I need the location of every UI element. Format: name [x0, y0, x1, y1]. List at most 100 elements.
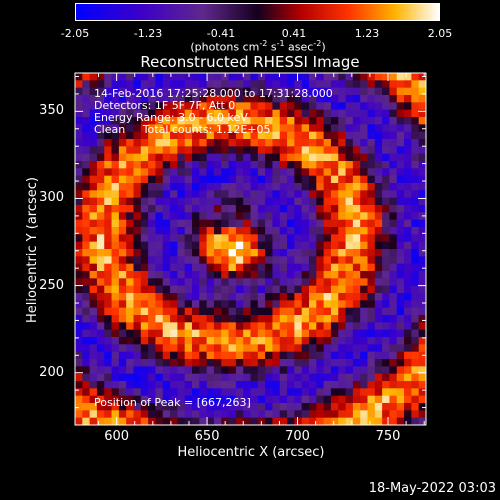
heatmap-cell: [323, 351, 332, 360]
heatmap-cell: [155, 256, 164, 265]
heatmap-cell: [213, 168, 222, 177]
heatmap-cell: [111, 351, 120, 360]
heatmap-cell: [418, 285, 427, 294]
heatmap-cell: [155, 351, 164, 360]
heatmap-cell: [96, 344, 105, 353]
heatmap-cell: [199, 109, 208, 118]
heatmap-cell: [316, 190, 325, 199]
heatmap-cell: [126, 373, 134, 382]
heatmap-cell: [396, 219, 405, 228]
heatmap-cell: [184, 293, 193, 301]
heatmap-cell: [374, 175, 383, 184]
heatmap-cell: [199, 278, 208, 287]
heatmap-cell: [213, 205, 222, 213]
heatmap-cell: [148, 139, 156, 147]
heatmap-cell: [228, 109, 237, 118]
heatmap-cell: [265, 307, 273, 316]
heatmap-cell: [228, 175, 237, 184]
heatmap-cell: [330, 212, 339, 221]
heatmap-cell: [140, 344, 149, 353]
heatmap-cell: [148, 205, 156, 213]
heatmap-cell: [82, 227, 91, 235]
heatmap-cell: [111, 139, 120, 147]
heatmap-cell: [89, 263, 98, 272]
heatmap-cell: [404, 285, 412, 294]
heatmap-cell: [155, 344, 164, 353]
heatmap-cell: [206, 307, 215, 316]
heatmap-cell: [111, 344, 120, 353]
heatmap-cell: [140, 256, 149, 265]
heatmap-cell: [294, 175, 303, 184]
heatmap-cell: [162, 80, 171, 89]
heatmap-cell: [221, 95, 229, 103]
heatmap-cell: [177, 197, 186, 206]
heatmap-cell: [170, 227, 178, 235]
heatmap-cell: [294, 359, 303, 367]
heatmap-cell: [206, 146, 215, 155]
heatmap-cell: [352, 168, 361, 177]
heatmap-cell: [170, 256, 178, 265]
heatmap-cell: [140, 417, 149, 426]
heatmap-cell: [272, 234, 281, 243]
heatmap-cell: [287, 219, 295, 228]
heatmap-cell: [126, 95, 134, 103]
heatmap-cell: [345, 359, 354, 367]
heatmap-cell: [294, 183, 303, 191]
heatmap-cell: [352, 388, 361, 397]
heatmap-cell: [206, 212, 215, 221]
heatmap-cell: [118, 249, 127, 257]
heatmap-cell: [133, 307, 142, 316]
heatmap-cell: [111, 359, 120, 367]
heatmap-cell: [192, 351, 200, 360]
heatmap-cell: [250, 388, 259, 397]
heatmap-cell: [162, 337, 171, 345]
heatmap-cell: [206, 139, 215, 147]
heatmap-cell: [133, 403, 142, 411]
heatmap-cell: [382, 227, 390, 235]
heatmap-cell: [126, 315, 134, 323]
heatmap-cell: [184, 95, 193, 103]
heatmap-cell: [221, 205, 229, 213]
heatmap-cell: [213, 124, 222, 133]
heatmap-cell: [126, 87, 134, 96]
heatmap-cell: [396, 183, 405, 191]
heatmap-cell: [279, 131, 288, 140]
heatmap-cell: [96, 300, 105, 309]
heatmap-cell: [221, 219, 229, 228]
heatmap-cell: [330, 417, 339, 426]
heatmap-cell: [89, 80, 98, 89]
heatmap-cell: [111, 249, 120, 257]
heatmap-cell: [418, 329, 427, 338]
heatmap-cell: [411, 403, 420, 411]
heatmap-cell: [192, 219, 200, 228]
heatmap-cell: [316, 263, 325, 272]
heatmap-cell: [206, 322, 215, 331]
heatmap-cell: [96, 117, 105, 125]
heatmap-cell: [148, 197, 156, 206]
heatmap-cell: [418, 190, 427, 199]
heatmap-cell: [301, 359, 310, 367]
heatmap-cell: [352, 219, 361, 228]
heatmap-cell: [382, 315, 390, 323]
heatmap-cell: [352, 197, 361, 206]
heatmap-cell: [118, 87, 127, 96]
heatmap-cell: [257, 102, 266, 111]
heatmap-cell: [206, 285, 215, 294]
heatmap-cell: [148, 381, 156, 389]
heatmap-cell: [82, 80, 91, 89]
heatmap-cell: [235, 205, 244, 213]
heatmap-cell: [323, 403, 332, 411]
heatmap-cell: [89, 161, 98, 169]
heatmap-cell: [133, 168, 142, 177]
heatmap-cell: [104, 373, 112, 382]
heatmap-cell: [133, 212, 142, 221]
heatmap-cell: [243, 190, 251, 199]
heatmap-cell: [140, 315, 149, 323]
heatmap-cell: [177, 293, 186, 301]
heatmap-cell: [279, 388, 288, 397]
heatmap-cell: [243, 117, 251, 125]
heatmap-cell: [243, 161, 251, 169]
heatmap-cell: [301, 219, 310, 228]
heatmap-cell: [118, 366, 127, 375]
